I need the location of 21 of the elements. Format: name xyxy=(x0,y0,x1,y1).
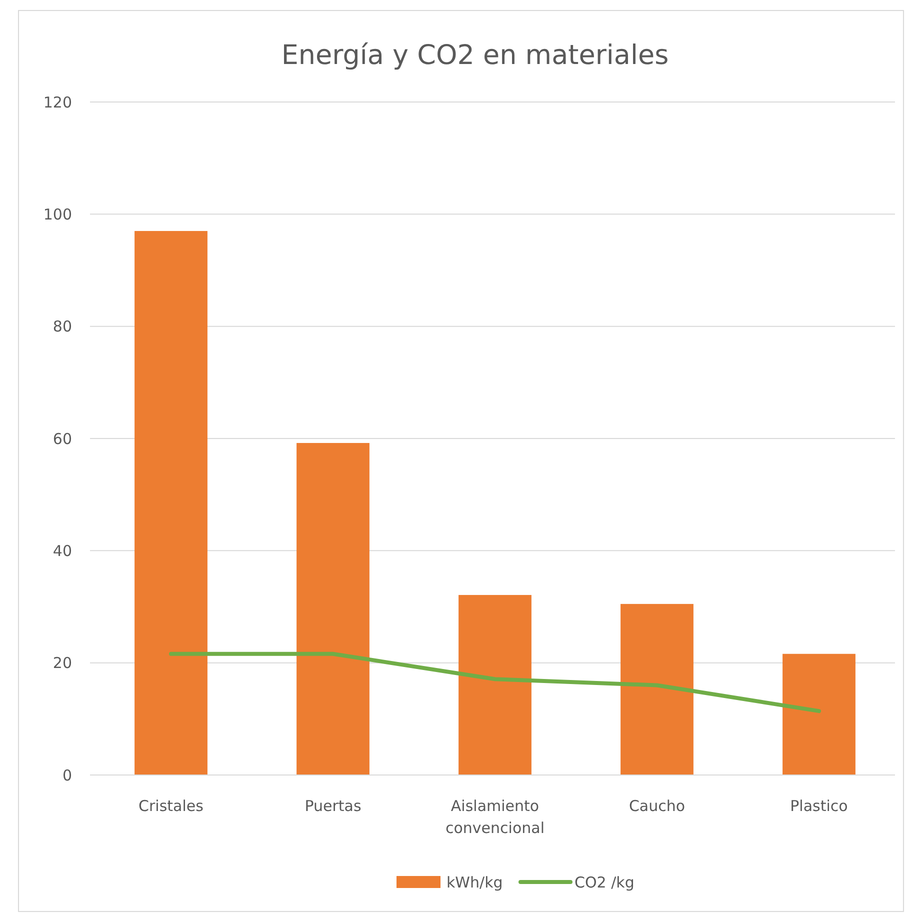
chart-title: Energía y CO2 en materiales xyxy=(281,40,669,71)
bar xyxy=(134,230,208,775)
bar xyxy=(296,442,370,775)
legend-label: CO2 /kg xyxy=(574,873,634,892)
y-tick-label: 120 xyxy=(43,93,72,112)
line-series xyxy=(169,652,821,714)
x-tick-label: Aislamiento convencional xyxy=(445,797,545,837)
y-tick-label: 0 xyxy=(62,766,72,784)
legend-label: kWh/kg xyxy=(446,873,503,892)
x-tick-label: Puertas xyxy=(304,797,362,815)
bar xyxy=(620,604,694,775)
y-tick-label: 80 xyxy=(52,318,72,336)
y-tick-label: 60 xyxy=(52,430,72,448)
y-tick-label: 20 xyxy=(52,654,72,672)
x-tick-label: Cristales xyxy=(138,797,204,815)
bar xyxy=(782,654,856,775)
bar xyxy=(458,594,532,775)
y-tick-label: 40 xyxy=(52,542,72,560)
x-tick-label: Plastico xyxy=(790,797,848,815)
y-tick-label: 100 xyxy=(43,205,72,224)
x-tick-label: Caucho xyxy=(628,797,686,815)
